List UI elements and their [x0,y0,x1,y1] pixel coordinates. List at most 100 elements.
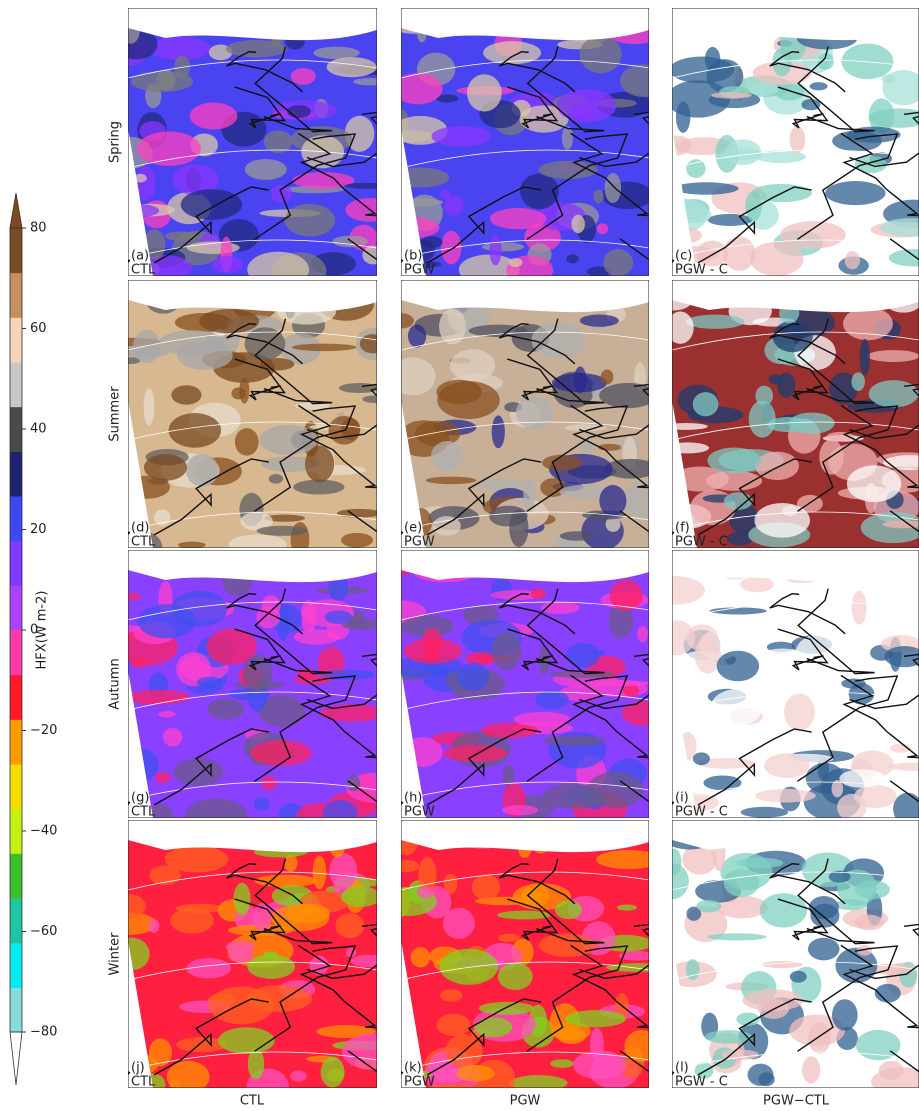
ocean [401,280,649,312]
map-patch [341,886,381,907]
map-patch [784,693,815,730]
map-patch [740,577,774,593]
map-patch [852,591,867,625]
colorbar-tick-label: 80 [30,221,47,236]
map-patch [707,577,728,607]
panel-label: (c) [675,249,692,264]
map-patch [429,1084,476,1091]
map-patch [480,479,525,491]
panel-label: (g) [131,791,149,806]
map-patch [186,958,230,978]
map-patch [847,465,901,502]
map-patch [360,334,386,353]
map-patch [560,531,594,540]
map-patch [261,776,276,790]
map-patch [209,987,274,1025]
map-patch [593,190,603,204]
panel-tag: PGW [404,805,435,820]
map-patch [749,400,776,437]
map-patch [842,44,894,80]
map-patch [764,753,810,778]
panel-label: (f) [675,521,690,536]
column-label: PGW [510,1094,541,1109]
panel-tag: PGW - C [675,1075,728,1090]
map-panel: (h)PGW [374,536,695,860]
ocean [401,820,649,852]
map-patch [502,805,538,815]
map-patch [417,887,434,899]
map-patch [149,919,160,933]
map-patch [362,245,384,264]
panel-tag: CTL [131,805,156,820]
map-patch [444,196,464,216]
map-patch [290,1070,306,1081]
map-patch [226,40,287,58]
map-patch [780,221,846,248]
colorbar-bin [10,987,22,1032]
map-patch [686,315,744,329]
map-patch [212,256,244,273]
map-patch [567,254,579,263]
map-patch [566,643,600,668]
panel-label: (b) [404,249,422,264]
colorbar-bin [10,898,22,943]
map-patch [247,954,295,978]
ocean [128,280,377,312]
map-patch [802,1056,820,1083]
ocean [401,8,649,40]
map-patch [707,447,761,473]
map-patch [542,784,605,809]
map-patch [750,242,803,276]
map-patch [855,915,884,931]
panel-tag: PGW [404,263,435,278]
colorbar-bin [10,630,22,675]
colorbar-bin [10,496,22,541]
map-panel: (a)CTL [98,4,423,318]
colorbar-bin [10,585,22,630]
map-patch [165,846,228,873]
map-patch [674,182,739,194]
map-patch [668,849,682,876]
map-patch [245,159,287,180]
map-patch [855,880,890,899]
colorbar-tick-label: −60 [30,924,57,939]
map-patch [851,372,865,391]
map-patch [588,680,653,686]
colorbar-bin [10,764,22,809]
map-patch [620,64,666,97]
map-patch [467,74,502,111]
map-patch [750,83,779,96]
map-patch [530,588,546,599]
map-patch [239,378,249,404]
map-panel: (e)PGW [385,276,695,591]
map-patch [723,236,755,270]
map-panel: (j)CTL [100,813,423,1111]
panel-label: (k) [404,1061,422,1076]
map-patch [686,959,700,980]
map-patch [574,366,587,393]
map-panel: (g)CTL [112,542,423,860]
map-patch [178,542,206,549]
map-patch [603,249,633,276]
map-patch [138,604,196,638]
map-patch [825,181,885,205]
map-patch [174,758,224,785]
panel-label: (i) [675,791,689,806]
colorbar-bin [10,809,22,854]
map-patch [489,235,501,265]
map-patch [637,626,648,642]
map-patch [450,349,495,381]
map-patch [390,357,435,395]
map-patch [646,683,709,691]
map-patch [341,533,373,548]
map-patch [535,690,569,710]
figure: HFX(W m-2) −80−60−40−20020406080(a)CTL(b… [0,0,919,1111]
map-patch [472,874,500,900]
map-patch [291,68,316,85]
map-patch [431,441,463,471]
map-panel: (i)PGW - C [640,542,919,861]
panel-label: (a) [131,249,149,264]
map-panel: (d)CTL [96,267,424,590]
map-patch [855,587,914,595]
map-patch [456,1065,494,1082]
